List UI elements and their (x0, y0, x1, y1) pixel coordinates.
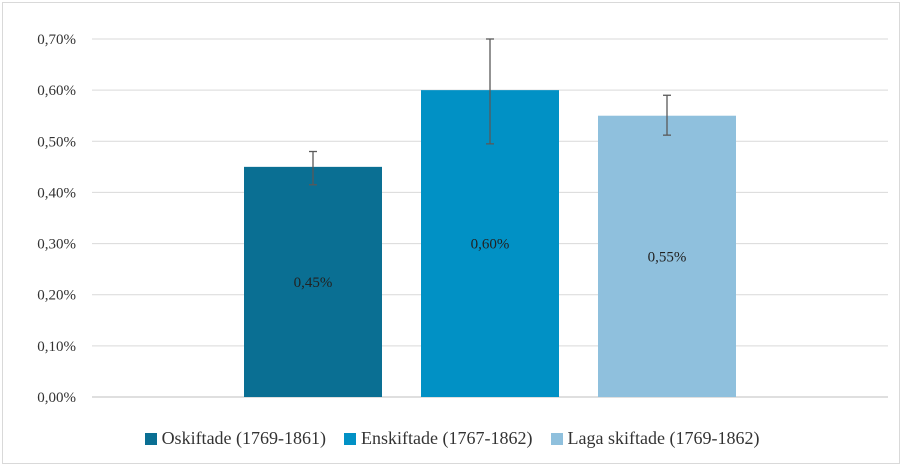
y-tick-label: 0,50% (37, 134, 76, 150)
data-labels: 0,45% 0,60% 0,55% (294, 237, 687, 291)
legend-label: Oskiftade (1769-1861) (161, 428, 327, 448)
error-bar-3 (663, 94, 671, 136)
y-tick-label: 0,70% (37, 32, 76, 48)
legend-swatch (344, 432, 357, 445)
y-tick-label: 0,10% (37, 339, 76, 355)
y-tick-label: 0,60% (37, 83, 76, 99)
data-label-3: 0,55% (648, 249, 687, 265)
y-tick-label: 0,30% (37, 237, 76, 253)
legend: Oskiftade (1769-1861) Enskiftade (1767-18… (0, 428, 904, 449)
legend-label: Laga skiftade (1769-1862) (567, 428, 760, 448)
error-bar-1 (309, 150, 317, 186)
data-label-2: 0,60% (471, 237, 510, 253)
bar-3 (598, 115, 736, 397)
y-tick-label: 0,40% (37, 185, 76, 201)
legend-swatch (550, 432, 563, 445)
error-bar-2 (486, 38, 494, 145)
legend-item: Enskiftade (1767-1862) (344, 428, 533, 449)
y-axis-tick-labels: 0,00% 0,10% 0,20% 0,30% 0,40% 0,50% 0,60% 0,70% (37, 32, 76, 406)
legend-swatch (144, 432, 157, 445)
legend-item: Laga skiftade (1769-1862) (550, 428, 760, 449)
legend-item: Oskiftade (1769-1861) (144, 428, 327, 449)
error-bars (309, 38, 671, 186)
y-tick-label: 0,20% (37, 288, 76, 304)
legend-label: Enskiftade (1767-1862) (361, 428, 533, 448)
y-tick-label: 0,00% (37, 390, 76, 406)
data-label-1: 0,45% (294, 275, 333, 291)
bar-1 (244, 166, 382, 397)
